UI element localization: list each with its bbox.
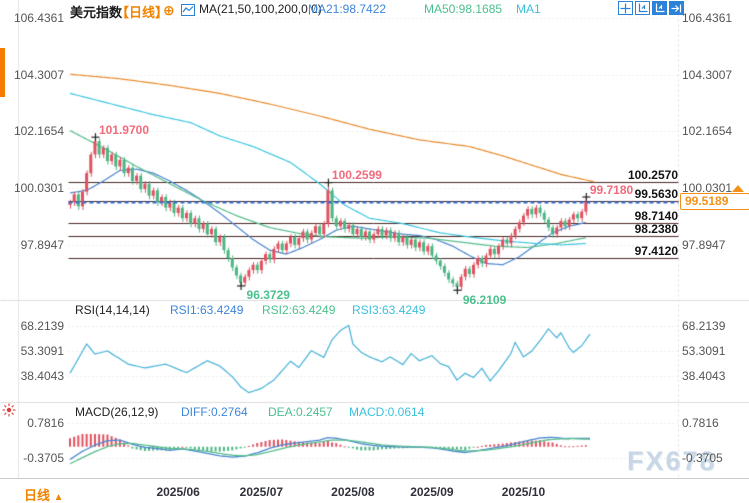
- rsi1-value: RSI1:63.4249: [170, 303, 244, 317]
- annotation-low-label: 96.3729: [246, 288, 290, 303]
- date-label: 2025/07: [239, 485, 284, 499]
- left-axis-tick: 68.2139: [20, 318, 64, 333]
- price-line-label: 99.5630: [634, 186, 678, 201]
- rsi-legend: RSI(14,14,14) RSI1:63.4249 RSI2:63.4249 …: [0, 303, 700, 317]
- right-axis-tick: 38.4043: [682, 369, 726, 383]
- price-line-label: 98.2380: [634, 221, 678, 236]
- chart-toolbar: [618, 1, 684, 15]
- watermark: FX678: [627, 446, 717, 476]
- annotation-high-label: 100.2599: [331, 168, 382, 183]
- left-axis-tick: 0.7816: [27, 415, 64, 430]
- date-label: 2025/10: [501, 485, 546, 499]
- ma100-value: MA1: [516, 2, 541, 16]
- right-axis-tick: 68.2139: [682, 318, 726, 333]
- chart-type-icon[interactable]: [181, 3, 195, 21]
- diff-value: DIFF:0.2764: [181, 405, 248, 419]
- ma21-value: MA21:98.7422: [308, 2, 387, 16]
- left-axis-tick: 97.8947: [20, 237, 64, 252]
- left-axis-tick: 100.0301: [13, 181, 64, 196]
- symbol-title: 美元指数: [70, 5, 123, 20]
- right-axis-tick: 104.3007: [682, 67, 733, 82]
- left-axis-tick: -0.3705: [23, 450, 64, 465]
- right-axis-tick: 53.3091: [682, 343, 726, 358]
- left-axis-tick: 53.3091: [20, 343, 64, 358]
- current-price-box: 99.5189: [680, 193, 749, 211]
- right-axis-tick: 0.7816: [682, 415, 719, 430]
- rsi-params-label: RSI(14,14,14): [75, 303, 150, 317]
- left-scrollbar-handle[interactable]: [0, 48, 5, 97]
- date-label: 2025/08: [331, 485, 375, 499]
- annotation-high-label: 99.7180: [589, 182, 634, 197]
- left-axis-tick: 106.4361: [13, 11, 64, 25]
- rsi2-value: RSI2:63.4249: [262, 303, 336, 317]
- macd-legend: MACD(26,12,9) DIFF:0.2764 DEA:0.2457 MAC…: [0, 405, 700, 419]
- price-line-label: 98.7140: [634, 209, 678, 224]
- right-axis-tick: 97.8947: [682, 237, 726, 252]
- macd-params-label: MACD(26,12,9): [75, 405, 159, 419]
- left-axis-tick: 102.1654: [13, 124, 64, 139]
- axis-scale-icon[interactable]: [635, 1, 650, 15]
- footer-bar: 日线 ▲: [0, 478, 749, 503]
- right-axis-tick: -0.3705: [682, 450, 723, 465]
- right-axis-tick: 100.0301: [682, 181, 733, 196]
- footer-tab-daily[interactable]: 日线 ▲: [24, 488, 64, 503]
- annotation-low-label: 96.2109: [462, 292, 507, 307]
- price-line-label: 100.2570: [627, 168, 678, 183]
- ma-params-label: MA(21,50,100,200,0,0): [199, 2, 322, 16]
- jump-to-latest-icon[interactable]: [669, 1, 684, 15]
- annotation-high-label: 101.9700: [98, 122, 150, 137]
- right-axis-tick: 102.1654: [682, 124, 733, 139]
- sun-icon[interactable]: [2, 403, 16, 417]
- ma50-value: MA50:98.1685: [424, 2, 503, 16]
- left-axis-tick: 38.4043: [20, 369, 64, 383]
- main-legend: 美元指数 【日线】 ⊕ MA(21,50,100,200,0,0) MA21:9…: [0, 2, 749, 20]
- add-indicator-icon[interactable]: ⊕: [163, 2, 175, 18]
- right-axis-tick: 106.4361: [682, 11, 733, 25]
- rsi3-value: RSI3:63.4249: [352, 303, 426, 317]
- macd-value: MACD:0.0614: [349, 405, 425, 419]
- current-price-arrow-icon: [732, 184, 744, 192]
- move-crosshair-icon[interactable]: [618, 1, 633, 15]
- dea-value: DEA:0.2457: [268, 405, 333, 419]
- axis-scale-active-icon[interactable]: [652, 1, 667, 15]
- left-axis-tick: 104.3007: [13, 67, 64, 82]
- date-label: 2025/09: [410, 485, 454, 499]
- date-label: 2025/06: [156, 485, 200, 499]
- price-line-label: 97.4120: [634, 243, 678, 258]
- period-tag[interactable]: 【日线】: [116, 5, 169, 20]
